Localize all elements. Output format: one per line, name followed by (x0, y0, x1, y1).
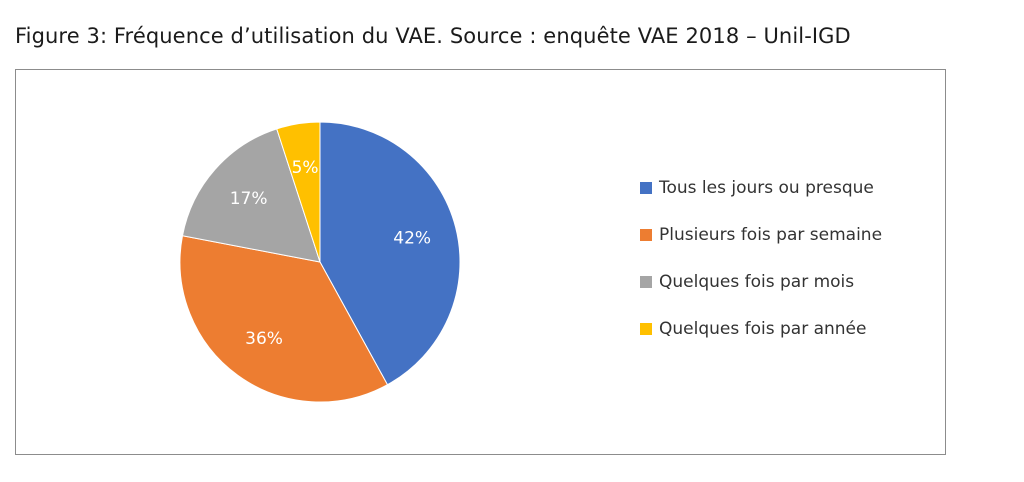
pie-slice-quelques-fois-par-annee (276, 121, 321, 263)
legend-swatch (640, 229, 652, 241)
legend-label: Tous les jours ou presque (659, 178, 874, 198)
pie-slice-label: 42% (393, 228, 431, 248)
pie-slice-plusieurs-fois-par-semaine (179, 235, 389, 403)
legend-swatch (640, 276, 652, 288)
pie-slice-quelques-fois-par-mois (181, 128, 321, 263)
legend-label: Quelques fois par mois (659, 272, 855, 292)
legend-item-quelques-fois-par-mois: Quelques fois par mois (640, 270, 882, 294)
legend-item-quelques-fois-par-annee: Quelques fois par année (640, 317, 882, 341)
legend-swatch (640, 323, 652, 335)
pie-slice-label: 5% (292, 158, 319, 178)
pie-slice-label: 36% (245, 329, 283, 349)
legend-swatch (640, 182, 652, 194)
pie-slice-tous-les-jours-ou-presque (319, 121, 461, 386)
chart-frame (15, 69, 946, 455)
legend-label: Quelques fois par année (659, 319, 867, 339)
figure-caption: Figure 3: Fréquence d’utilisation du VAE… (15, 24, 851, 48)
legend-item-tous-les-jours-ou-presque: Tous les jours ou presque (640, 176, 882, 200)
legend-label: Plusieurs fois par semaine (659, 225, 883, 245)
legend-item-plusieurs-fois-par-semaine: Plusieurs fois par semaine (640, 223, 882, 247)
pie-slice-label: 17% (230, 189, 268, 209)
chart-legend: Tous les jours ou presque Plusieurs fois … (640, 176, 882, 364)
